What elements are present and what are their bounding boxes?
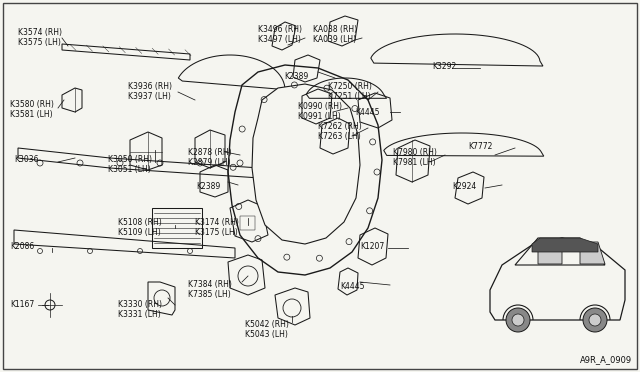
Circle shape <box>506 308 530 332</box>
Text: K3574 (RH)
K3575 (LH): K3574 (RH) K3575 (LH) <box>18 28 62 47</box>
Circle shape <box>589 314 601 326</box>
Polygon shape <box>490 238 625 320</box>
Text: K5108 (RH)
K5109 (LH): K5108 (RH) K5109 (LH) <box>118 218 162 237</box>
Text: K4445: K4445 <box>355 108 380 117</box>
Text: K2878 (RH)
K2879 (LH): K2878 (RH) K2879 (LH) <box>188 148 232 167</box>
Text: K2924: K2924 <box>452 182 476 191</box>
Text: KA038 (RH)
KA039 (LH): KA038 (RH) KA039 (LH) <box>313 25 357 44</box>
Text: K3292: K3292 <box>432 62 456 71</box>
Text: K2086: K2086 <box>10 242 35 251</box>
Text: K0990 (RH)
K0991 (LH): K0990 (RH) K0991 (LH) <box>298 102 342 121</box>
Text: K7980 (RH)
K7981 (LH): K7980 (RH) K7981 (LH) <box>393 148 437 167</box>
Text: K2389: K2389 <box>284 72 308 81</box>
Polygon shape <box>252 84 360 244</box>
Text: K3330 (RH)
K3331 (LH): K3330 (RH) K3331 (LH) <box>118 300 162 319</box>
Text: K3580 (RH)
K3581 (LH): K3580 (RH) K3581 (LH) <box>10 100 54 119</box>
Text: K1207: K1207 <box>360 242 384 251</box>
Polygon shape <box>515 238 605 265</box>
Text: K5042 (RH)
K5043 (LH): K5042 (RH) K5043 (LH) <box>245 320 289 339</box>
Text: K7250 (RH)
K7251 (LH): K7250 (RH) K7251 (LH) <box>328 82 372 101</box>
Text: K3496 (RH)
K3497 (LH): K3496 (RH) K3497 (LH) <box>258 25 302 44</box>
Text: K7262 (RH)
K7263 (LH): K7262 (RH) K7263 (LH) <box>318 122 362 141</box>
Text: K4445: K4445 <box>340 282 365 291</box>
Text: K3050 (RH)
K3051 (LH): K3050 (RH) K3051 (LH) <box>108 155 152 174</box>
Polygon shape <box>538 240 562 264</box>
Text: K7772: K7772 <box>468 142 492 151</box>
Text: K3174 (RH)
K3175 (LH): K3174 (RH) K3175 (LH) <box>195 218 239 237</box>
Polygon shape <box>580 242 605 264</box>
Text: K2389: K2389 <box>196 182 220 191</box>
Text: K3036: K3036 <box>14 155 38 164</box>
Text: K7384 (RH)
K7385 (LH): K7384 (RH) K7385 (LH) <box>188 280 232 299</box>
Text: K3936 (RH)
K3937 (LH): K3936 (RH) K3937 (LH) <box>128 82 172 101</box>
Circle shape <box>583 308 607 332</box>
Text: A9R_A_0909: A9R_A_0909 <box>580 355 632 364</box>
Polygon shape <box>532 238 598 252</box>
Text: K1167: K1167 <box>10 300 35 309</box>
Circle shape <box>512 314 524 326</box>
